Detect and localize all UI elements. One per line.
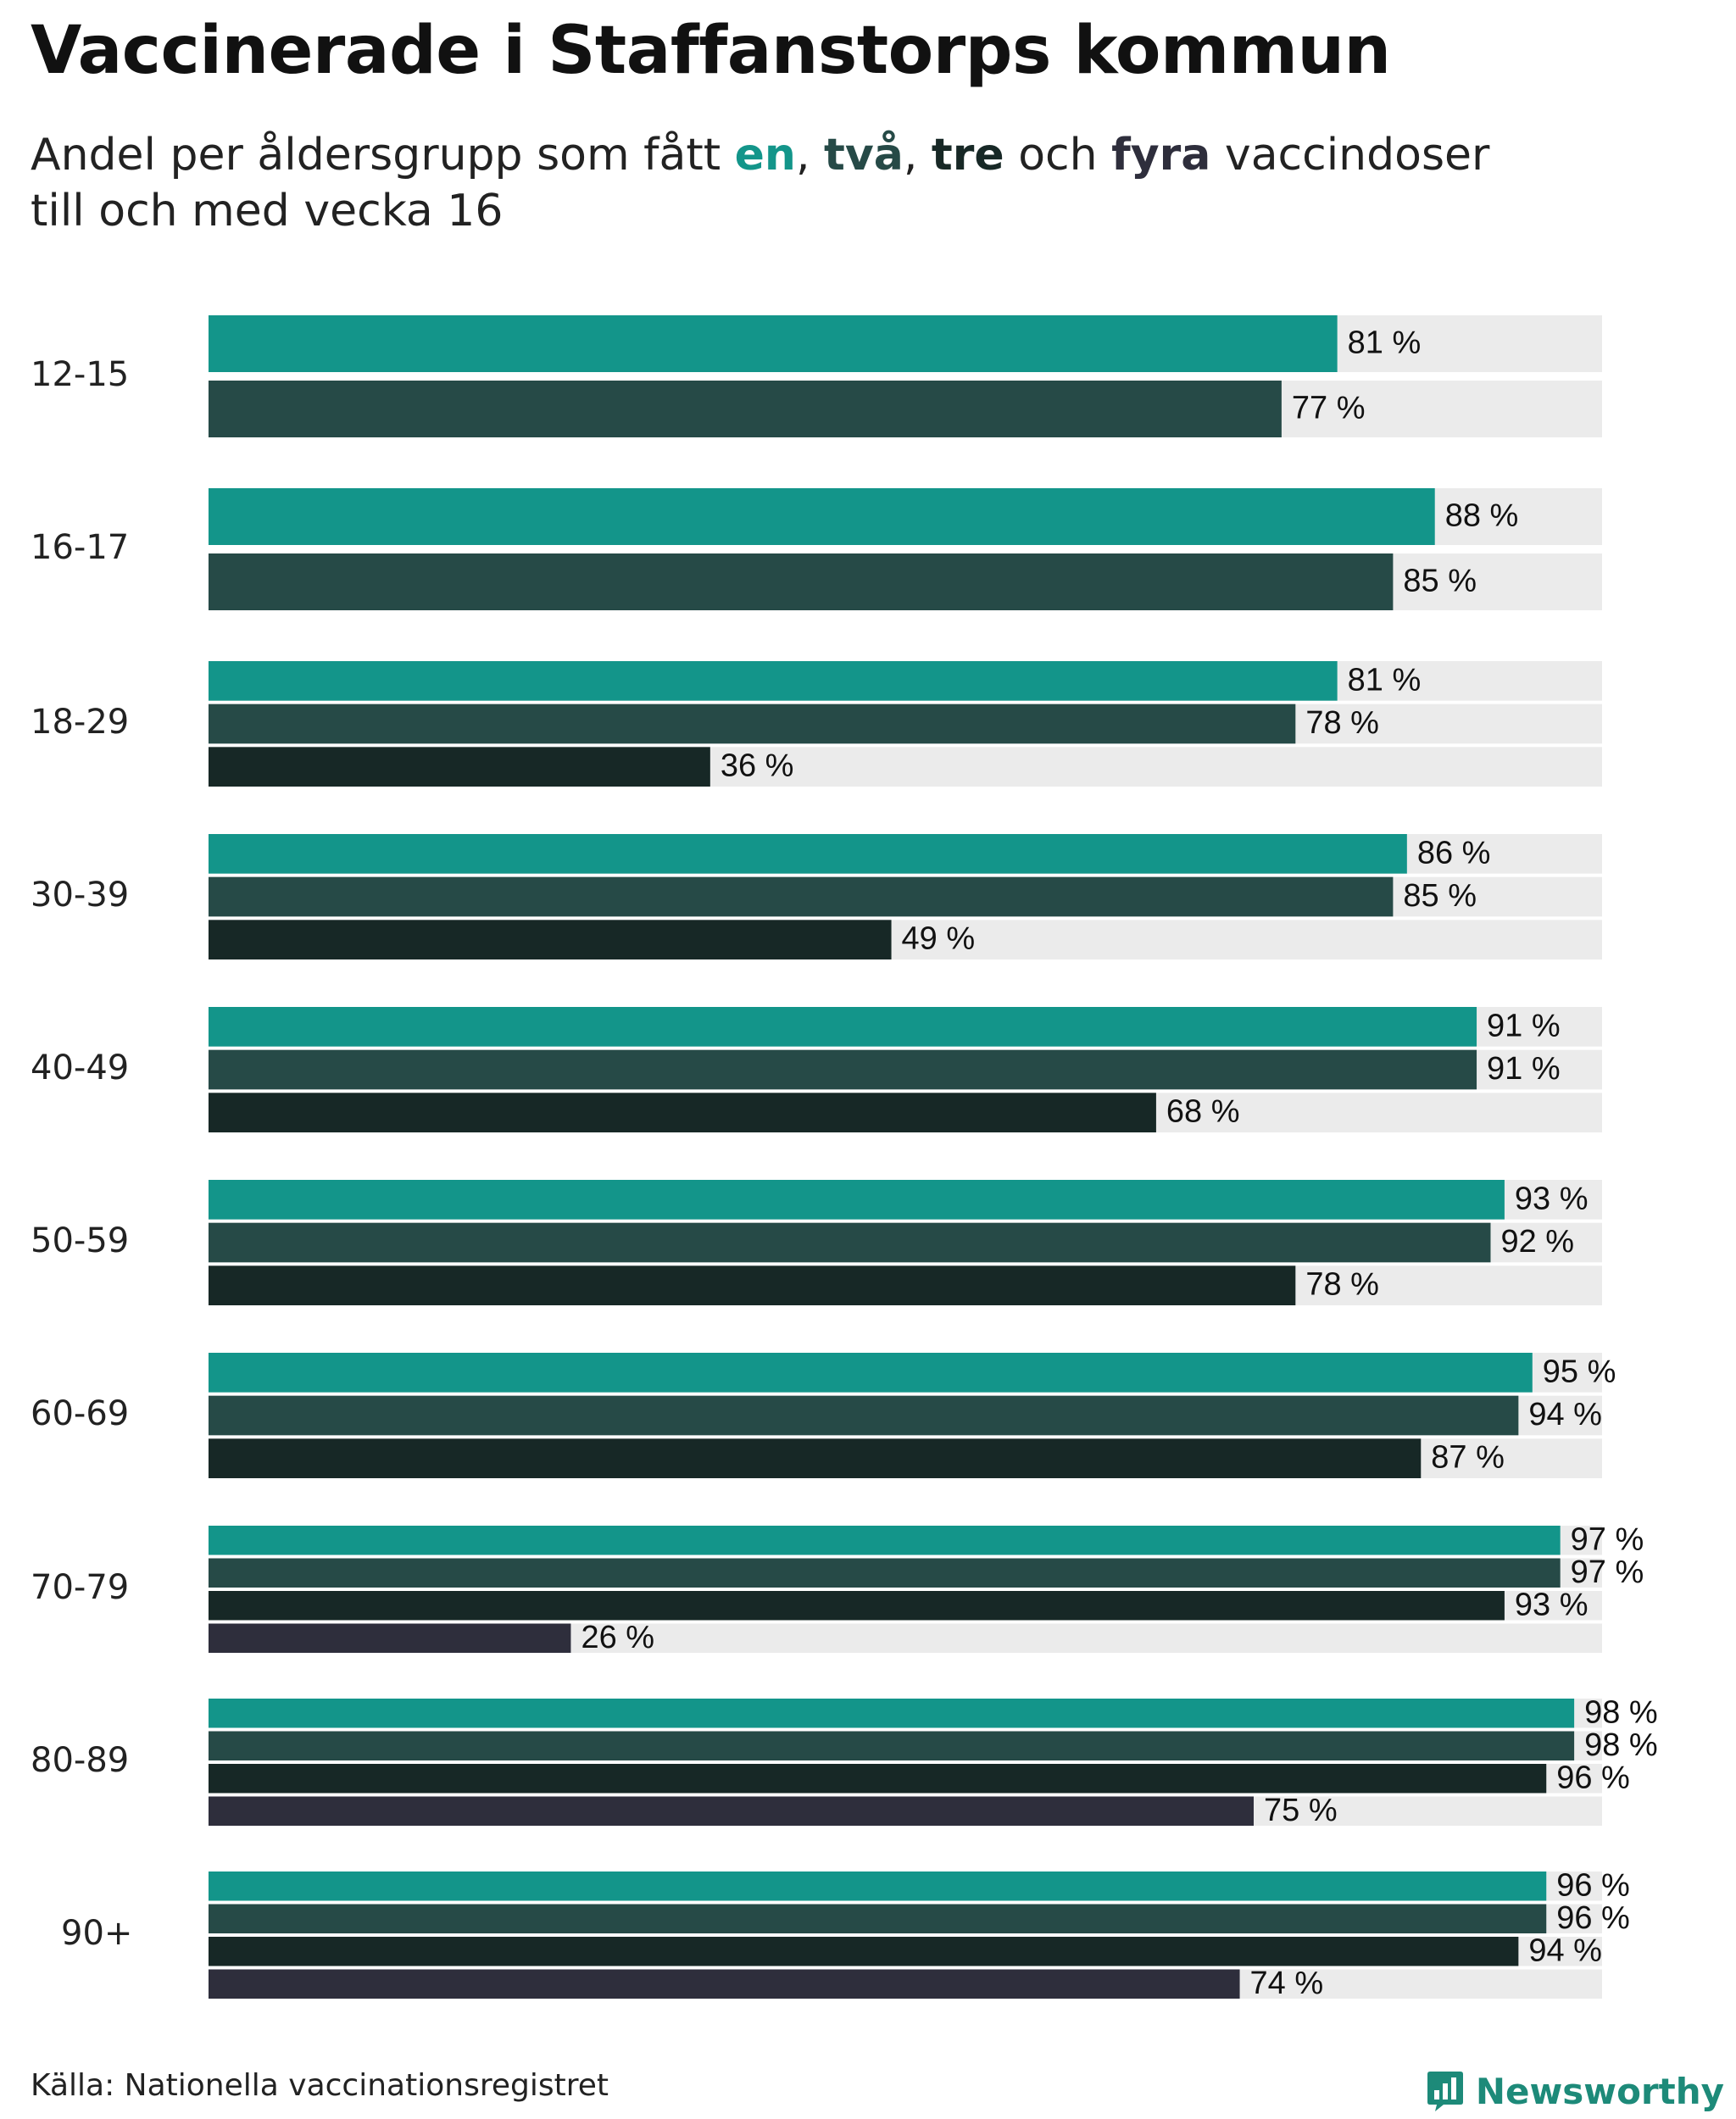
data-label: 97 % [1571,1554,1644,1590]
data-label: 86 % [1417,835,1491,870]
category-label: 60-69 [31,1394,129,1433]
bar-dose-three [209,1265,1296,1305]
bar-dose-one [209,1526,1561,1555]
bar-dose-four [209,1796,1254,1826]
bar-dose-one [209,315,1338,372]
bar-dose-one [209,834,1407,874]
subtitle-dose-one: en [734,130,796,181]
data-label: 26 % [581,1620,654,1655]
data-label: 96 % [1556,1760,1630,1795]
bar-dose-two [209,1904,1547,1933]
data-label: 88 % [1445,498,1519,534]
bar-dose-one [209,1180,1505,1220]
subtitle-separator: , [903,130,932,181]
data-label: 74 % [1250,1966,1324,2001]
category-label: 80-89 [31,1741,129,1780]
bar-dose-three [209,920,892,959]
bar-dose-two [209,704,1296,744]
data-label: 96 % [1556,1900,1630,1936]
bar-dose-one [209,1007,1477,1047]
bar-dose-two [209,1049,1477,1090]
bar-dose-two [209,1222,1491,1263]
data-label: 36 % [721,748,794,784]
data-label: 81 % [1348,662,1422,698]
data-label: 91 % [1487,1008,1561,1043]
data-label: 93 % [1515,1181,1589,1216]
data-label: 98 % [1584,1694,1658,1730]
bar-chart-logo-icon [1427,2072,1463,2111]
bar-dose-one [209,488,1435,545]
data-label: 68 % [1166,1094,1240,1130]
bar-dose-three [209,747,710,787]
data-label: 91 % [1487,1051,1561,1087]
bar-dose-three [209,1438,1422,1478]
chart-subtitle: Andel per åldersgrupp som fått en, två, … [31,127,1641,239]
category-label: 40-49 [31,1048,129,1087]
subtitle-dose-three: tre [931,130,1004,181]
subtitle-prefix: Andel per åldersgrupp som fått [31,130,735,181]
data-label: 95 % [1543,1354,1616,1389]
bar-dose-two [209,1731,1575,1760]
subtitle-separator: och [1004,130,1112,181]
brand-logo: Newsworthy [1427,2070,1724,2112]
data-label: 77 % [1292,391,1366,426]
category-label: 50-59 [31,1221,129,1260]
bar-dose-one [209,1872,1547,1901]
subtitle-dose-two: två [824,130,904,181]
data-label: 97 % [1571,1521,1644,1557]
bar-dose-three [209,1093,1156,1132]
category-label: 16-17 [31,528,129,567]
data-label: 49 % [902,921,976,957]
bar-dose-two [209,553,1394,610]
data-label: 93 % [1515,1587,1589,1622]
category-label: 90+ [61,1914,132,1953]
bar-dose-two [209,1395,1519,1436]
data-label: 96 % [1556,1867,1630,1903]
data-label: 81 % [1348,325,1422,361]
data-label: 98 % [1584,1727,1658,1763]
data-label: 85 % [1403,878,1477,914]
category-label: 30-39 [31,876,129,915]
data-label: 94 % [1528,1397,1602,1432]
data-label: 75 % [1264,1793,1338,1828]
subtitle-dose-four: fyra [1111,130,1211,181]
data-label: 85 % [1403,564,1477,599]
category-label: 18-29 [31,703,129,742]
category-label: 70-79 [31,1568,129,1607]
bar-dose-three [209,1591,1505,1621]
data-label: 94 % [1528,1933,1602,1968]
data-label: 87 % [1431,1440,1505,1476]
bar-dose-four [209,1969,1240,1999]
bar-dose-three [209,1937,1519,1966]
data-label: 92 % [1500,1224,1574,1260]
data-label: 78 % [1305,705,1379,741]
subtitle-line-two: till och med vecka 16 [31,186,504,236]
bar-dose-four [209,1623,571,1653]
bar-dose-one [209,661,1338,701]
category-label: 12-15 [31,355,129,394]
subtitle-separator: , [795,130,825,181]
bar-dose-one [209,1353,1533,1393]
bar-dose-three [209,1764,1547,1794]
data-label: 78 % [1305,1267,1379,1303]
bar-dose-one [209,1699,1575,1728]
subtitle-suffix: vaccindoser [1210,130,1490,181]
bar-dose-two [209,381,1282,437]
source-note: Källa: Nationella vaccinationsregistret [31,2068,609,2103]
bar-dose-two [209,1558,1561,1588]
chart-title: Vaccinerade i Staffanstorps kommun [31,13,1391,89]
bar-dose-two [209,876,1394,917]
brand-name: Newsworthy [1475,2070,1724,2112]
